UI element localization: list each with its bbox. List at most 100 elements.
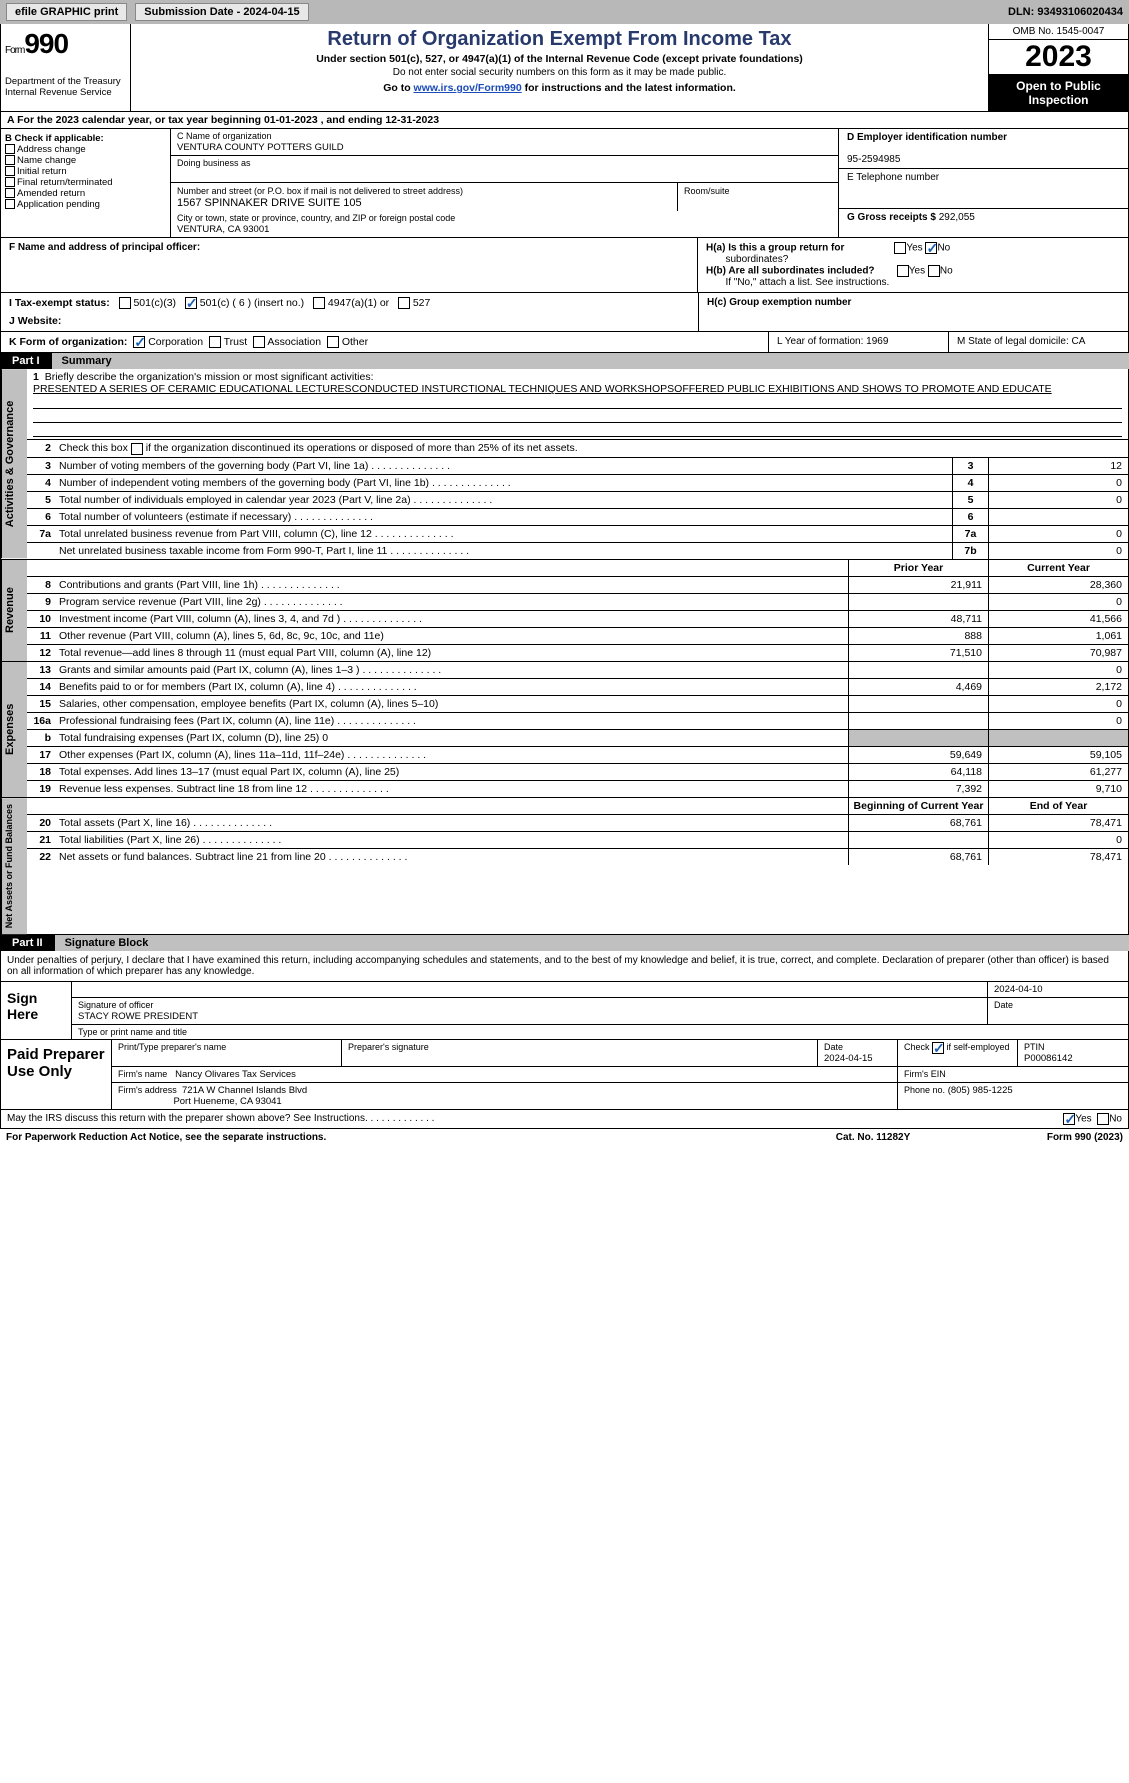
l11c: 1,061 (988, 628, 1128, 644)
501c[interactable]: 501(c) ( 6 ) (insert no.) (200, 297, 304, 309)
l16bc (988, 730, 1128, 746)
l15: Salaries, other compensation, employee b… (55, 696, 848, 712)
l7a: Total unrelated business revenue from Pa… (55, 526, 952, 542)
col-d: D Employer identification number95-25949… (838, 129, 1128, 237)
topbar: efile GRAPHIC print Submission Date - 20… (0, 0, 1129, 24)
pt-date: 2024-04-15 (824, 1053, 873, 1064)
sig-date: 2024-04-10 (988, 982, 1128, 997)
ha: H(a) Is this a group return for (706, 243, 844, 254)
officer: STACY ROWE PRESIDENT (78, 1011, 198, 1022)
may-discuss: May the IRS discuss this return with the… (0, 1110, 1129, 1129)
phone-lbl: Phone no. (904, 1085, 945, 1095)
row-a: A For the 2023 calendar year, or tax yea… (0, 112, 1129, 129)
k-trust[interactable]: Trust (224, 336, 248, 348)
l17p: 59,649 (848, 747, 988, 763)
l10c: 41,566 (988, 611, 1128, 627)
l22: Net assets or fund balances. Subtract li… (55, 849, 848, 865)
header-right: OMB No. 1545-0047 2023 Open to Public In… (988, 24, 1128, 111)
501c3[interactable]: 501(c)(3) (133, 297, 176, 309)
city: VENTURA, CA 93001 (177, 224, 269, 235)
side-exp: Expenses (1, 662, 27, 797)
year: 2023 (989, 40, 1128, 75)
block-bcd: B Check if applicable: Address change Na… (0, 129, 1129, 238)
self-emp[interactable]: Check if self-employed (904, 1042, 1010, 1052)
summary-gov: Activities & Governance 1 Briefly descri… (0, 369, 1129, 559)
l8: Contributions and grants (Part VIII, lin… (55, 577, 848, 593)
ha2: subordinates? (725, 254, 788, 265)
type-name: Type or print name and title (72, 1025, 1128, 1039)
527[interactable]: 527 (413, 297, 431, 309)
form-number: 990 (24, 28, 68, 59)
begin-hdr: Beginning of Current Year (848, 798, 988, 814)
end-hdr: End of Year (988, 798, 1128, 814)
part1-header: Part I Summary (0, 353, 1129, 369)
l10p: 48,711 (848, 611, 988, 627)
firm-ein-lbl: Firm's EIN (904, 1069, 946, 1079)
cb-final[interactable]: Final return/terminated (17, 177, 113, 188)
tel-lbl: E Telephone number (847, 172, 939, 183)
k-assoc[interactable]: Association (267, 336, 321, 348)
block-ij: I Tax-exempt status: 501(c)(3) 501(c) ( … (0, 293, 1129, 332)
sig-officer-lbl: Signature of officer (78, 1000, 153, 1010)
form-prefix: Form (5, 45, 24, 56)
l20e: 78,471 (988, 815, 1128, 831)
l19: Revenue less expenses. Subtract line 18 … (55, 781, 848, 797)
firm-name: Nancy Olivares Tax Services (175, 1069, 296, 1080)
l18: Total expenses. Add lines 13–17 (must eq… (55, 764, 848, 780)
k-corp[interactable]: Corporation (148, 336, 203, 348)
4947[interactable]: 4947(a)(1) or (328, 297, 389, 309)
m-state: M State of legal domicile: CA (948, 332, 1128, 352)
k-other[interactable]: Other (342, 336, 368, 348)
l17: Other expenses (Part IX, column (A), lin… (55, 747, 848, 763)
l-year: L Year of formation: 1969 (768, 332, 948, 352)
prior-hdr: Prior Year (848, 560, 988, 576)
summary-net: Net Assets or Fund Balances Beginning of… (0, 798, 1129, 935)
form-foot: Form 990 (2023) (973, 1132, 1123, 1143)
j-lbl: J Website: (9, 315, 61, 327)
cb-address[interactable]: Address change (17, 144, 86, 155)
l11p: 888 (848, 628, 988, 644)
gross-lbl: G Gross receipts $ (847, 212, 936, 223)
paid-lbl: Paid Preparer Use Only (1, 1040, 111, 1109)
l13c: 0 (988, 662, 1128, 678)
l9c: 0 (988, 594, 1128, 610)
l4v: 0 (988, 475, 1128, 491)
l21b (848, 832, 988, 848)
addr-lbl: Number and street (or P.O. box if mail i… (177, 186, 463, 196)
irs-link[interactable]: www.irs.gov/Form990 (414, 82, 522, 94)
header-left: Form990 Department of the TreasuryIntern… (1, 24, 131, 111)
yes[interactable]: Yes (1075, 1114, 1091, 1125)
l21: Total liabilities (Part X, line 26) (55, 832, 848, 848)
omb: OMB No. 1545-0047 (989, 24, 1128, 40)
part2-title: Signature Block (55, 935, 1129, 951)
l17c: 59,105 (988, 747, 1128, 763)
cb-initial[interactable]: Initial return (17, 166, 67, 177)
efile-btn[interactable]: efile GRAPHIC print (6, 3, 127, 21)
pt-date-lbl: Date (824, 1042, 843, 1052)
l12c: 70,987 (988, 645, 1128, 661)
cb-pending[interactable]: Application pending (17, 199, 100, 210)
l10: Investment income (Part VIII, column (A)… (55, 611, 848, 627)
l12: Total revenue—add lines 8 through 11 (mu… (55, 645, 848, 661)
l6: Total number of volunteers (estimate if … (55, 509, 952, 525)
header: Form990 Department of the TreasuryIntern… (0, 24, 1129, 112)
form-title: Return of Organization Exempt From Incom… (135, 28, 984, 51)
no[interactable]: No (1109, 1114, 1122, 1125)
ptin-lbl: PTIN (1024, 1042, 1045, 1052)
l15p (848, 696, 988, 712)
submission-date: Submission Date - 2024-04-15 (135, 3, 308, 21)
col-c: C Name of organizationVENTURA COUNTY POT… (171, 129, 838, 237)
cb-amended[interactable]: Amended return (17, 188, 85, 199)
ptin: P00086142 (1024, 1053, 1073, 1064)
dept: Department of the TreasuryInternal Reven… (5, 76, 126, 98)
addr: 1567 SPINNAKER DRIVE SUITE 105 (177, 197, 362, 209)
mission-text: PRESENTED A SERIES OF CERAMIC EDUCATIONA… (33, 383, 1052, 395)
l16ac: 0 (988, 713, 1128, 729)
hb: H(b) Are all subordinates included? (706, 266, 875, 277)
current-hdr: Current Year (988, 560, 1128, 576)
l15c: 0 (988, 696, 1128, 712)
l16bp (848, 730, 988, 746)
c-name-lbl: C Name of organization (177, 131, 272, 141)
l8c: 28,360 (988, 577, 1128, 593)
cb-name[interactable]: Name change (17, 155, 76, 166)
